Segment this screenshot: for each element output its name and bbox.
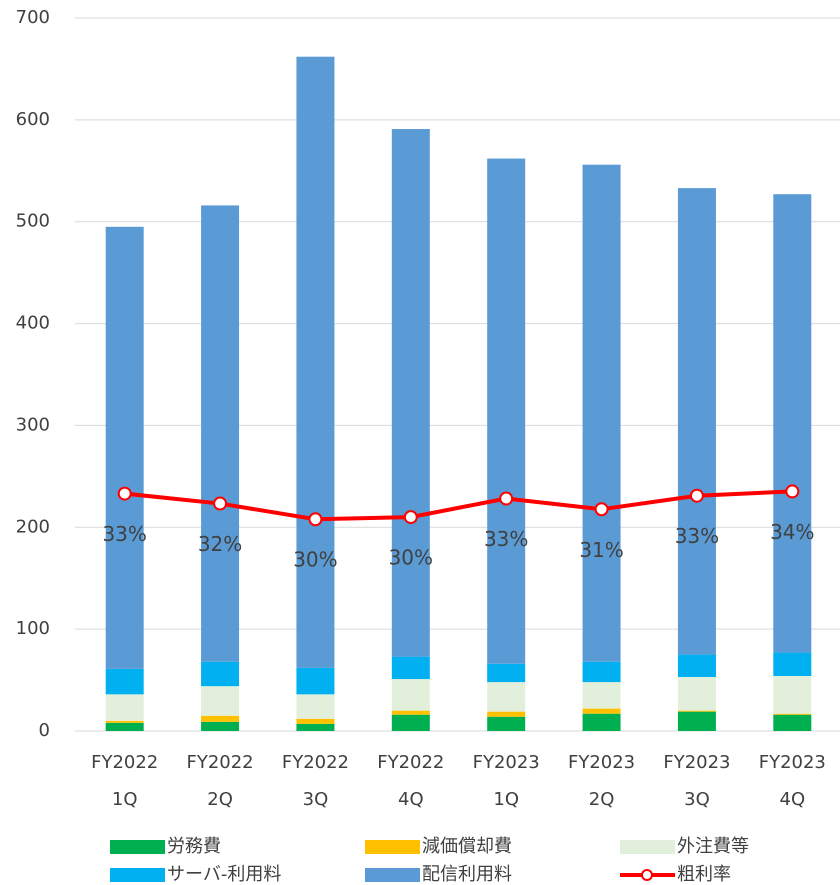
data-label: 30% — [389, 546, 433, 570]
y-tick-label: 600 — [16, 109, 50, 130]
legend-swatch — [110, 868, 165, 882]
bar-segment — [487, 158, 526, 664]
x-tick-label: FY2023 — [473, 752, 540, 773]
bar-segment — [391, 710, 430, 715]
bar-segment — [296, 667, 335, 695]
bar-segment — [201, 661, 240, 687]
legend-label: 配信利用料 — [422, 864, 512, 885]
data-label: 32% — [198, 532, 242, 556]
bar-segment — [582, 661, 621, 683]
bar-segment — [773, 652, 812, 676]
x-tick-label: FY2022 — [282, 752, 349, 773]
x-tick-label: 4Q — [398, 789, 424, 810]
legend-swatch — [365, 868, 420, 882]
legend-swatch — [110, 840, 165, 854]
bar-segment — [105, 226, 144, 669]
bar-segment — [201, 715, 240, 722]
y-tick-label: 0 — [39, 720, 50, 741]
bar-segment — [582, 682, 621, 709]
x-tick-label: 1Q — [493, 789, 519, 810]
bar-segment — [296, 718, 335, 724]
x-tick-label: 2Q — [207, 789, 233, 810]
y-tick-label: 400 — [16, 313, 50, 334]
line-marker — [785, 484, 800, 499]
line-marker — [403, 510, 418, 525]
x-tick-label: FY2022 — [186, 752, 253, 773]
bar-segment — [391, 129, 430, 657]
legend-label: 粗利率 — [677, 864, 731, 885]
bar-segment — [487, 682, 526, 712]
bar-segment — [582, 713, 621, 731]
bar-segment — [487, 716, 526, 731]
bar-segment — [201, 205, 240, 662]
legend-label: 外注費等 — [677, 836, 749, 857]
bar-segment — [105, 722, 144, 731]
bar-segment — [773, 714, 812, 731]
bar-segment — [296, 723, 335, 731]
x-tick-label: FY2023 — [663, 752, 730, 773]
legend-label: 労務費 — [167, 836, 221, 857]
y-tick-label: 500 — [16, 211, 50, 232]
line — [124, 489, 793, 522]
bar-segment — [773, 675, 812, 714]
x-tick-label: FY2022 — [377, 752, 444, 773]
line-marker — [117, 486, 132, 501]
bar-segment — [582, 708, 621, 714]
bar-segment — [296, 694, 335, 719]
bar-segment — [677, 677, 716, 711]
bar-segment — [582, 164, 621, 662]
y-tick-label: 100 — [16, 618, 50, 639]
bar-segment — [773, 194, 812, 653]
legend-label: 減価償却費 — [422, 836, 512, 857]
data-label: 31% — [579, 538, 623, 562]
line-marker — [308, 512, 323, 527]
x-tick-label: FY2023 — [568, 752, 635, 773]
data-label: 30% — [293, 548, 337, 572]
bar-segment — [391, 679, 430, 711]
x-tick-label: 4Q — [780, 789, 806, 810]
bar-segment — [105, 720, 144, 723]
y-tick-label: 700 — [16, 7, 50, 28]
x-tick-label: 1Q — [112, 789, 138, 810]
bar-segment — [487, 711, 526, 717]
x-tick-label: 3Q — [303, 789, 329, 810]
bar-segment — [677, 711, 716, 731]
bar-segment — [105, 694, 144, 721]
x-tick-label: FY2022 — [91, 752, 158, 773]
bar-segment — [677, 188, 716, 655]
bar-segment — [487, 663, 526, 683]
bar-segment — [201, 721, 240, 731]
data-label: 33% — [484, 527, 528, 551]
y-tick-label: 300 — [16, 414, 50, 435]
data-label: 33% — [675, 524, 719, 548]
x-tick-label: 3Q — [684, 789, 710, 810]
data-label: 33% — [102, 522, 146, 546]
bar-segment — [677, 710, 716, 712]
x-tick-label: 2Q — [589, 789, 615, 810]
legend-label: サーバ-利用料 — [167, 864, 281, 885]
bar-segment — [391, 714, 430, 731]
bar-segment — [105, 668, 144, 695]
line-marker — [689, 488, 704, 503]
bar-segment — [201, 686, 240, 716]
bar-segment — [296, 56, 335, 668]
line-marker — [213, 496, 228, 511]
bar-segment — [391, 656, 430, 680]
bar-segment — [773, 713, 812, 715]
line-marker — [499, 491, 514, 506]
data-label: 34% — [770, 520, 814, 544]
bar-segment — [677, 654, 716, 678]
legend-marker — [641, 869, 653, 881]
line-marker — [594, 502, 609, 517]
legend-swatch — [620, 840, 675, 854]
x-tick-label: FY2023 — [759, 752, 826, 773]
legend-swatch — [365, 840, 420, 854]
y-tick-label: 200 — [16, 516, 50, 537]
